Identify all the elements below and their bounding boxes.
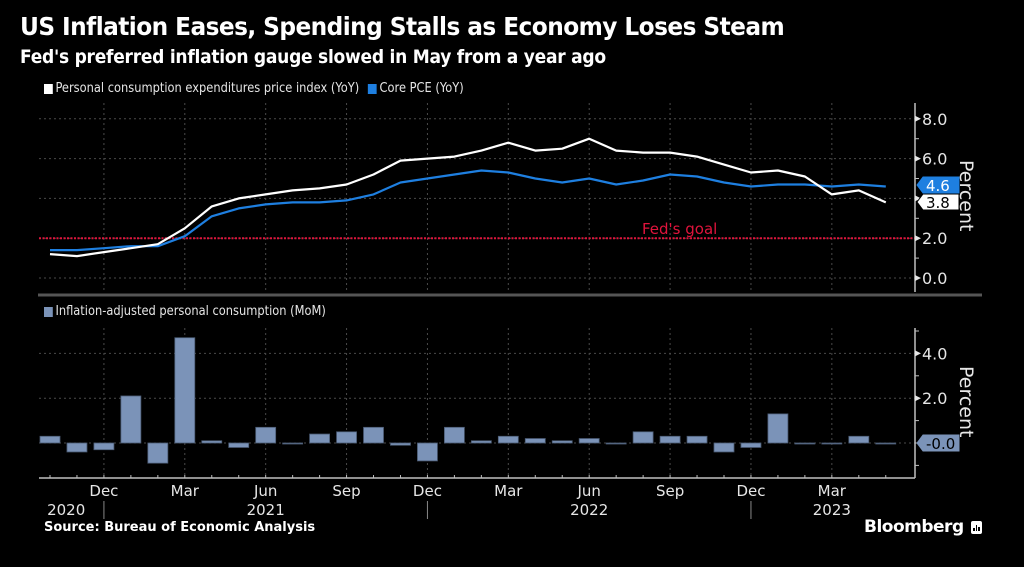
bloomberg-logo: Bloomberg bbox=[864, 517, 982, 537]
bottom-chart-grid bbox=[39, 328, 915, 478]
core-pce-last-value-tag: 4.6 bbox=[926, 177, 950, 195]
pce-last-value-tag: 3.8 bbox=[926, 194, 950, 212]
consumption-bar bbox=[363, 426, 384, 444]
bottom-y-tick-label: 2.0 bbox=[922, 389, 947, 408]
bottom-y-axis-title: Percent bbox=[955, 366, 977, 438]
consumption-bar bbox=[686, 435, 708, 444]
consumption-bar bbox=[201, 440, 223, 444]
consumption-bar bbox=[39, 435, 61, 444]
x-tick-label-year: 2021 bbox=[247, 501, 285, 519]
legend-item-core-pce: Core PCE (YoY) bbox=[368, 81, 464, 96]
consumption-bar bbox=[875, 442, 897, 445]
consumption-bar bbox=[497, 435, 519, 444]
consumption-bar bbox=[848, 435, 870, 444]
consumption-bar bbox=[659, 435, 681, 444]
consumption-bar bbox=[821, 442, 843, 445]
x-tick-label-month: Mar bbox=[171, 482, 200, 500]
legend-swatch-pce bbox=[44, 83, 53, 94]
bottom-y-tick bbox=[915, 395, 921, 402]
top-y-tick bbox=[915, 115, 921, 122]
legend-top: Personal consumption expenditures price … bbox=[44, 81, 473, 96]
top-y-tick-label: 0.0 bbox=[922, 269, 947, 288]
core-pce-last-value-tag-bg bbox=[916, 176, 960, 194]
brand-name: Bloomberg bbox=[864, 517, 964, 537]
source-note: Source: Bureau of Economic Analysis bbox=[44, 520, 316, 535]
pce-last-value-tag-bg bbox=[916, 193, 960, 211]
bottom-chart-bars bbox=[39, 337, 897, 464]
bottom-y-tick-label: 4.0 bbox=[922, 344, 947, 363]
consumption-bar bbox=[524, 438, 546, 444]
top-chart-grid: Fed's goal bbox=[39, 103, 915, 292]
x-tick-label-month: Dec bbox=[89, 482, 118, 500]
consumption-bar bbox=[443, 426, 465, 444]
pce-line bbox=[49, 137, 887, 258]
top-y-tick bbox=[915, 275, 921, 281]
legend-item-pce: Personal consumption expenditures price … bbox=[44, 81, 359, 96]
consumption-bar bbox=[632, 431, 654, 444]
consumption-bar bbox=[282, 442, 304, 445]
x-tick-label-month: Mar bbox=[494, 482, 523, 500]
x-tick-label-month: Dec bbox=[736, 482, 765, 500]
chart-subtitle: Fed's preferred inflation gauge slowed i… bbox=[20, 46, 606, 68]
x-tick-label-year: 2020 bbox=[47, 501, 85, 519]
consumption-last-value-tag-bg bbox=[916, 434, 960, 452]
x-tick-label-month: Sep bbox=[332, 482, 360, 500]
consumption-bar bbox=[66, 442, 88, 453]
legend-swatch-consumption bbox=[44, 306, 53, 317]
consumption-bar bbox=[255, 426, 277, 444]
consumption-bar bbox=[228, 442, 250, 448]
consumption-bar bbox=[390, 442, 411, 446]
consumption-bar bbox=[470, 440, 492, 444]
x-tick-label-month: Jun bbox=[576, 482, 600, 500]
x-axis: Dec Mar Jun Sep Dec Mar Jun Sep Dec Mar 2020 2021 20… bbox=[39, 475, 915, 519]
top-y-tick-label: 2.0 bbox=[922, 229, 947, 248]
consumption-bar bbox=[174, 337, 196, 444]
consumption-bar bbox=[120, 395, 142, 444]
consumption-bar bbox=[417, 442, 438, 462]
consumption-bar bbox=[767, 413, 789, 444]
consumption-bar bbox=[740, 442, 762, 448]
top-y-tick bbox=[915, 195, 921, 202]
consumption-bar bbox=[93, 442, 115, 451]
chart-title: US Inflation Eases, Spending Stalls as E… bbox=[20, 12, 785, 41]
top-chart-y-axis: 8.06.04.02.00.04.63.8 bbox=[914, 103, 960, 292]
x-tick-label-year: 2022 bbox=[570, 501, 608, 519]
top-y-tick-label: 8.0 bbox=[922, 110, 947, 129]
core-pce-line bbox=[50, 169, 886, 252]
x-tick-label-month: Sep bbox=[656, 482, 684, 500]
legend-label-core-pce: Core PCE (YoY) bbox=[379, 81, 464, 96]
legend-label-consumption: Inflation-adjusted personal consumption … bbox=[55, 304, 326, 319]
x-tick-label-month: Jun bbox=[253, 482, 277, 500]
top-y-tick-label: 6.0 bbox=[922, 150, 947, 169]
top-y-tick bbox=[915, 155, 921, 162]
consumption-bar bbox=[551, 440, 573, 444]
x-tick-label-year: 2023 bbox=[813, 501, 851, 519]
consumption-bar bbox=[794, 442, 816, 445]
consumption-bar bbox=[605, 442, 627, 445]
x-tick-label-month: Dec bbox=[413, 482, 442, 500]
consumption-bar bbox=[336, 431, 357, 444]
top-y-axis-title: Percent bbox=[955, 160, 977, 232]
chart-icon bbox=[970, 520, 982, 534]
consumption-bar bbox=[713, 442, 735, 453]
consumption-bar bbox=[309, 433, 331, 444]
legend-label-pce: Personal consumption expenditures price … bbox=[55, 81, 360, 96]
legend-bottom: Inflation-adjusted personal consumption … bbox=[44, 304, 335, 319]
top-y-tick bbox=[915, 235, 921, 242]
consumption-bar bbox=[147, 442, 169, 464]
consumption-last-value-tag: -0.0 bbox=[926, 435, 955, 453]
bottom-chart-y-axis: 4.0 2.0 -0.0 bbox=[914, 328, 960, 478]
legend-item-consumption: Inflation-adjusted personal consumption … bbox=[44, 304, 326, 319]
consumption-bar bbox=[578, 438, 600, 444]
x-tick-label-month: Mar bbox=[818, 482, 847, 500]
top-chart-lines bbox=[49, 137, 887, 258]
legend-swatch-core-pce bbox=[368, 83, 377, 94]
fed-goal-label: Fed's goal bbox=[642, 220, 717, 238]
bottom-y-tick bbox=[915, 350, 921, 357]
